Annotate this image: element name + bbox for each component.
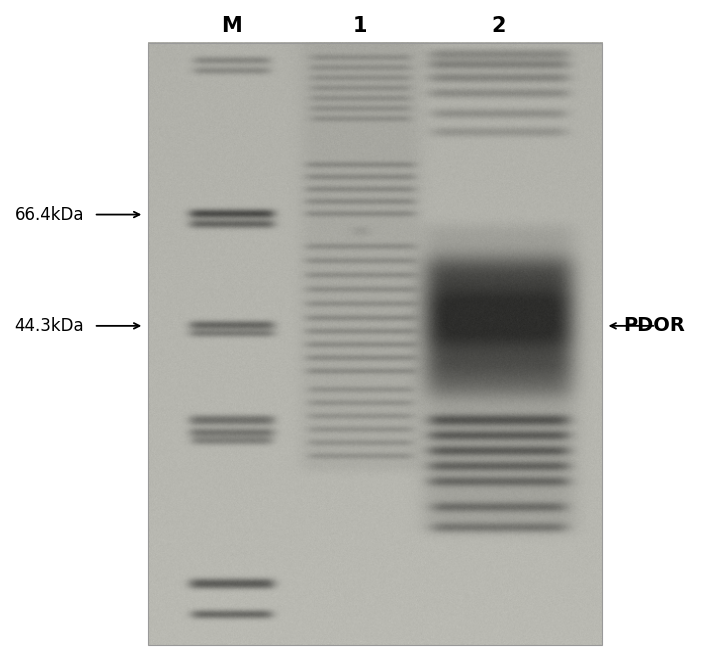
Text: 66.4kDa: 66.4kDa <box>14 206 84 224</box>
Text: 44.3kDa: 44.3kDa <box>14 317 84 335</box>
Bar <box>148 43 602 645</box>
Text: PDOR: PDOR <box>624 316 686 336</box>
Text: 2: 2 <box>491 17 505 36</box>
Text: 1: 1 <box>353 17 368 36</box>
Text: M: M <box>221 17 242 36</box>
